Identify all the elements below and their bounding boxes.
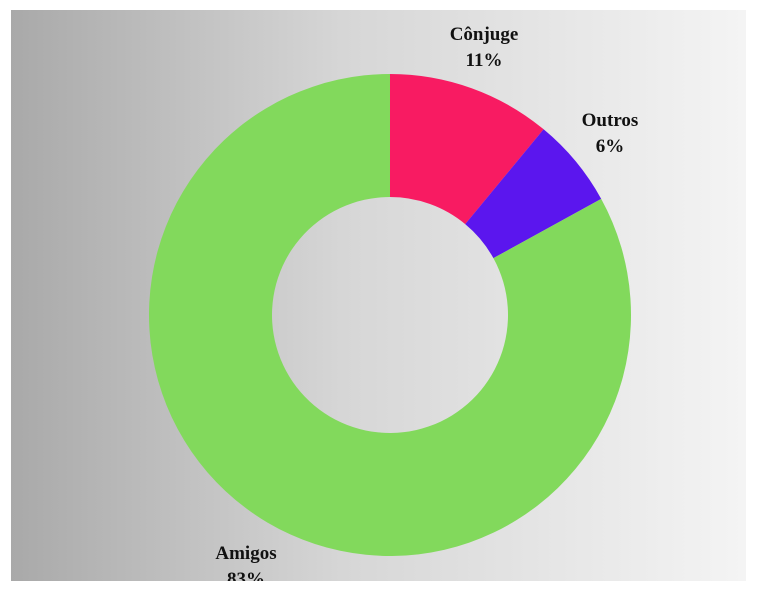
slice-conjuge (390, 74, 544, 225)
slice-label-conjuge: Cônjuge (450, 24, 519, 45)
slice-value-amigos: 83% (227, 569, 265, 581)
slices-layer (148, 74, 632, 556)
chart-frame: Cônjuge 11% Outros 6% Amigos 83% (11, 10, 746, 581)
slice-amigos (148, 74, 632, 556)
slice-value-outros: 6% (596, 136, 625, 157)
slice-value-conjuge: 11% (466, 50, 503, 71)
donut-chart: Cônjuge 11% Outros 6% Amigos 83% (148, 24, 638, 581)
slice-label-amigos: Amigos (215, 543, 276, 564)
slice-outros (465, 129, 602, 259)
labels-layer: Cônjuge 11% Outros 6% Amigos 83% (215, 24, 638, 581)
slice-label-outros: Outros (582, 110, 639, 131)
